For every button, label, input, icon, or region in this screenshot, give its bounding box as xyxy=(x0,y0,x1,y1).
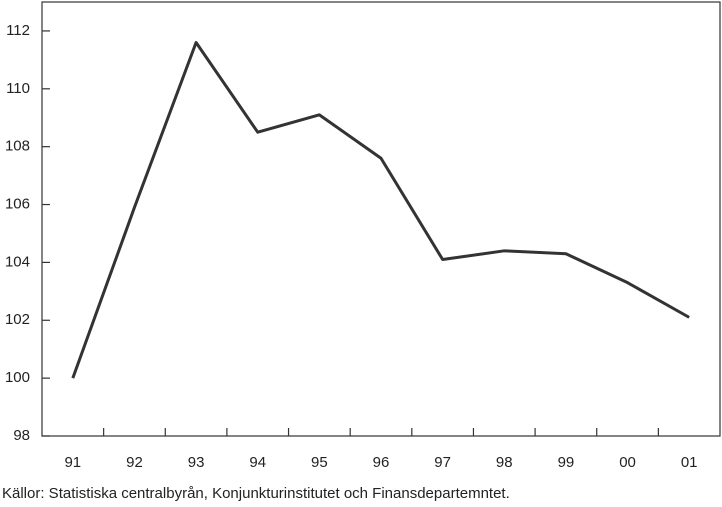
x-tick-label: 94 xyxy=(249,454,266,471)
x-tick-label: 01 xyxy=(681,454,698,471)
x-tick-label: 92 xyxy=(126,454,143,471)
x-tick-label: 97 xyxy=(434,454,451,471)
y-tick-label: 98 xyxy=(13,427,30,444)
x-tick-label: 96 xyxy=(373,454,390,471)
y-tick-label: 110 xyxy=(6,80,30,97)
x-tick-label: 93 xyxy=(188,454,205,471)
x-tick-label: 91 xyxy=(64,454,81,471)
y-tick-label: 106 xyxy=(5,196,30,213)
x-tick-label: 98 xyxy=(496,454,513,471)
y-tick-label: 100 xyxy=(5,369,30,386)
y-tick-label: 112 xyxy=(6,22,30,39)
x-tick-label: 00 xyxy=(619,454,636,471)
x-tick-label: 95 xyxy=(311,454,328,471)
source-note: Källor: Statistiska centralbyrån, Konjun… xyxy=(2,485,510,502)
y-tick-label: 102 xyxy=(5,311,30,328)
x-tick-label: 99 xyxy=(558,454,575,471)
y-tick-label: 108 xyxy=(5,138,30,155)
data-line xyxy=(71,41,690,379)
y-tick-label: 104 xyxy=(5,253,30,270)
plot-frame xyxy=(41,1,721,437)
